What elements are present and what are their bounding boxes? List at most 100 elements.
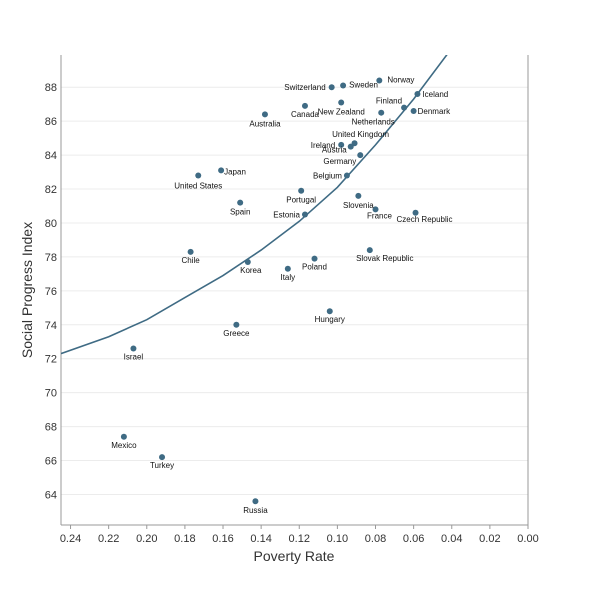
data-point: [326, 308, 333, 315]
data-point: [261, 111, 268, 118]
point-label: United Kingdom: [332, 130, 389, 139]
point-label: Netherlands: [352, 118, 395, 127]
y-tick-label: 70: [45, 388, 57, 400]
data-point: [237, 199, 244, 206]
point-label: New Zealand: [318, 108, 365, 117]
data-point: [357, 152, 364, 159]
x-tick-label: 0.02: [479, 533, 500, 545]
data-point: [301, 211, 308, 218]
point-label: Mexico: [111, 441, 137, 450]
point-label: Sweden: [349, 81, 378, 90]
data-point: [410, 107, 417, 114]
point-label: Greece: [223, 329, 250, 338]
point-label: Spain: [230, 208, 250, 217]
point-label: Israel: [124, 353, 144, 362]
data-point: [378, 109, 385, 116]
point-label: Germany: [323, 157, 356, 166]
point-label: Poland: [302, 263, 327, 272]
data-point: [298, 187, 305, 194]
point-label: Denmark: [418, 107, 451, 116]
x-tick-label: 0.20: [136, 533, 157, 545]
point-label: Japan: [224, 167, 246, 176]
data-point: [311, 255, 318, 262]
point-label: Portugal: [286, 196, 316, 205]
y-axis-title: Social Progress Index: [19, 222, 35, 358]
point-label: Slovenia: [343, 201, 374, 210]
y-tick-label: 74: [45, 320, 57, 332]
x-tick-label: 0.18: [174, 533, 195, 545]
point-label: Czech Republic: [397, 215, 453, 224]
point-label: Ireland: [311, 141, 335, 150]
point-label: Turkey: [150, 461, 174, 470]
point-label: Australia: [249, 119, 281, 128]
data-point: [233, 321, 240, 328]
y-tick-label: 72: [45, 354, 57, 366]
y-tick-label: 88: [45, 82, 57, 94]
data-point: [355, 192, 362, 199]
data-point: [252, 498, 259, 505]
point-labels: Norway Sweden Switzerland Iceland Finland Can…: [111, 75, 452, 515]
x-tick-label: 0.08: [365, 533, 386, 545]
data-point: [338, 99, 345, 106]
y-tick-label: 64: [45, 489, 57, 501]
point-label: Iceland: [422, 90, 448, 99]
point-label: Italy: [280, 273, 295, 282]
data-point: [338, 141, 345, 148]
x-tick-label: 0.24: [60, 533, 81, 545]
data-point: [376, 77, 383, 84]
data-point: [284, 265, 291, 272]
data-point: [328, 84, 335, 91]
x-tick-label: 0.00: [517, 533, 538, 545]
y-tick-label: 68: [45, 422, 57, 434]
point-label: United States: [174, 181, 222, 190]
data-point: [195, 172, 202, 179]
trend-line: [61, 55, 448, 355]
x-tick-label: 0.04: [441, 533, 462, 545]
point-label: Hungary: [315, 315, 345, 324]
plot-area: [61, 55, 528, 525]
x-tick-label: 0.14: [250, 533, 271, 545]
y-tick-labels: 64 66 68 70 72 74 76 78 80 82 84 86 88: [45, 82, 57, 501]
data-point: [120, 433, 127, 440]
point-label: Korea: [240, 266, 262, 275]
data-point: [340, 82, 347, 89]
x-tick-label: 0.16: [212, 533, 233, 545]
data-point: [412, 209, 419, 216]
data-point: [414, 91, 421, 98]
point-label: France: [367, 211, 392, 220]
point-label: Austria: [322, 146, 347, 155]
point-label: Chile: [181, 256, 200, 265]
x-axis-title: Poverty Rate: [254, 548, 335, 564]
y-tick-label: 86: [45, 116, 57, 128]
x-tick-label: 0.06: [403, 533, 424, 545]
x-tick-labels: 0.24 0.22 0.20 0.18 0.16 0.14 0.12 0.10 0.08 0.06…: [60, 525, 539, 545]
x-tick-label: 0.22: [98, 533, 119, 545]
data-point: [244, 259, 251, 266]
y-tick-label: 84: [45, 150, 57, 162]
point-label: Belgium: [313, 171, 342, 180]
point-label: Slovak Republic: [356, 254, 413, 263]
data-point: [301, 102, 308, 109]
point-label: Switzerland: [284, 83, 325, 92]
point-label: Russia: [243, 506, 268, 515]
y-tick-label: 80: [45, 218, 57, 230]
x-tick-label: 0.12: [289, 533, 310, 545]
y-tick-label: 82: [45, 184, 57, 196]
point-label: Norway: [387, 75, 414, 84]
axes: [60, 55, 529, 526]
y-tick-label: 78: [45, 252, 57, 264]
data-point: [401, 104, 408, 111]
data-point: [218, 167, 225, 174]
data-point: [159, 454, 166, 461]
data-point: [130, 345, 137, 352]
point-label: Finland: [376, 97, 402, 106]
gridlines: [61, 86, 528, 495]
data-point: [187, 248, 194, 255]
y-tick-label: 76: [45, 286, 57, 298]
data-point: [347, 143, 354, 150]
data-point: [372, 206, 379, 213]
data-point: [343, 172, 350, 179]
y-tick-label: 66: [45, 456, 57, 468]
data-points: [120, 77, 421, 505]
